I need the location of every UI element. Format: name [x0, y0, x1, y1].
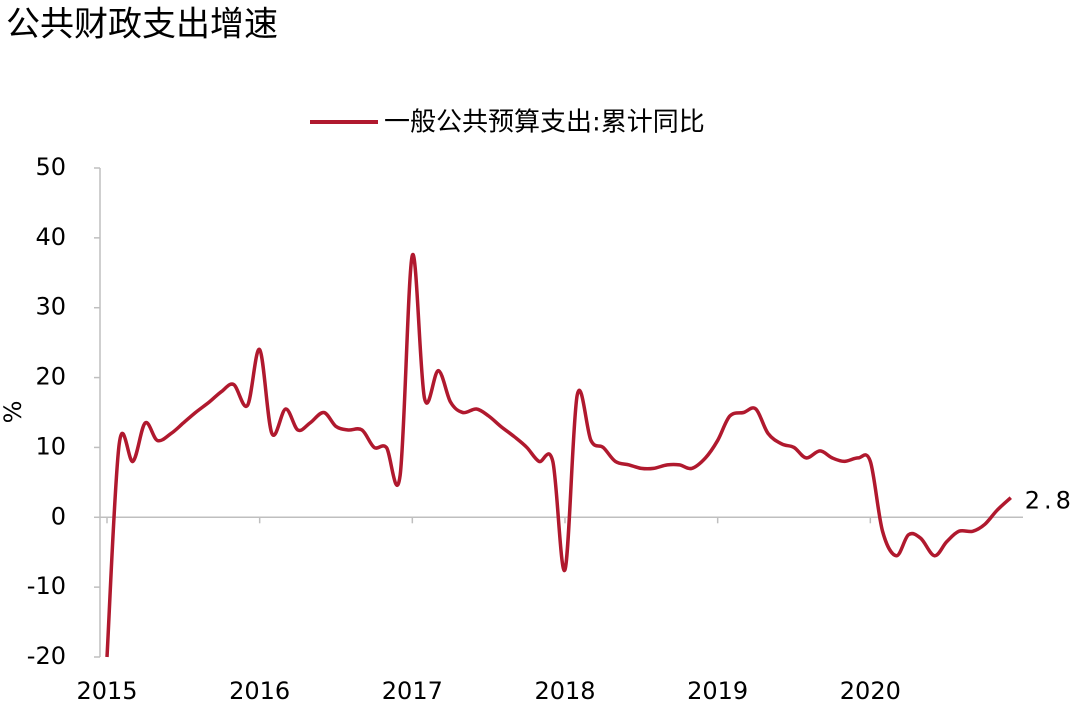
y-axis-label: % — [0, 401, 27, 424]
y-tick-label: 30 — [35, 293, 66, 321]
y-tick-label: -20 — [27, 642, 66, 670]
chart-title: 公共财政支出增速 — [6, 5, 278, 45]
y-tick-label: 40 — [35, 223, 66, 251]
x-tick-label: 2015 — [76, 677, 137, 705]
y-tick-label: 0 — [51, 502, 66, 530]
series-line — [105, 253, 1012, 658]
y-tick-label: 50 — [35, 153, 66, 181]
x-tick-label: 2019 — [687, 677, 748, 705]
data-label: 2.8 — [1025, 487, 1075, 515]
y-tick-label: 10 — [35, 432, 66, 460]
legend-label: 一般公共预算支出:累计同比 — [384, 108, 705, 138]
x-tick-label: 2020 — [840, 677, 901, 705]
y-tick-label: -10 — [27, 572, 66, 600]
x-tick-label: 2017 — [382, 677, 443, 705]
y-tick-label: 20 — [35, 363, 66, 391]
x-tick-label: 2018 — [534, 677, 595, 705]
x-tick-label: 2016 — [229, 677, 290, 705]
